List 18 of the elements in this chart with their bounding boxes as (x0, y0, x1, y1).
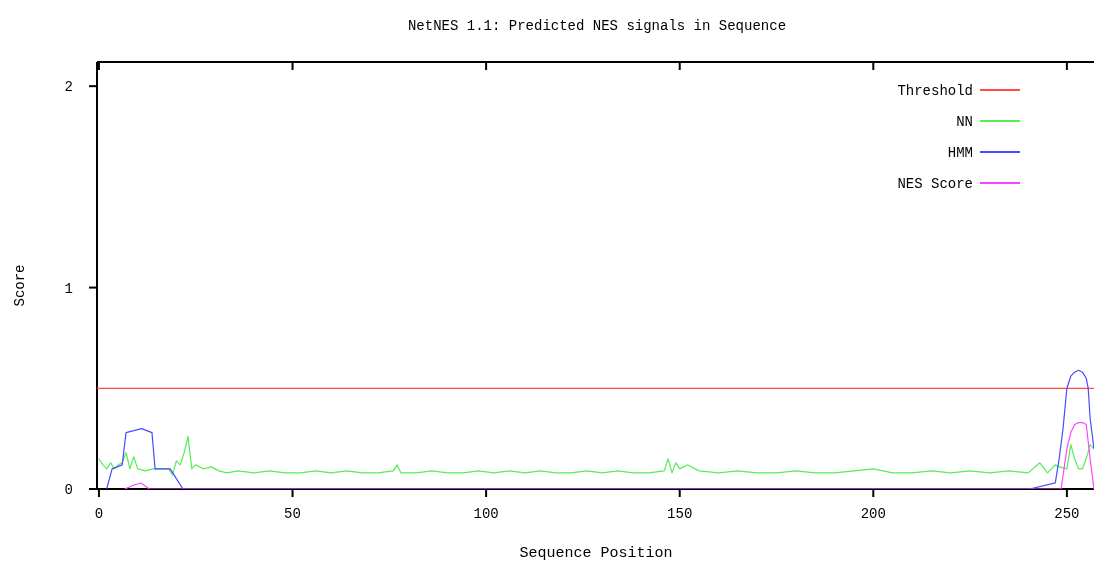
legend-label: NN (956, 114, 973, 130)
legend-label: Threshold (897, 83, 973, 99)
x-tick-label: 150 (667, 506, 693, 522)
y-axis-title: Score (12, 264, 28, 307)
line-series (98, 436, 1094, 476)
legend-label: HMM (947, 145, 973, 161)
x-tick-label: 50 (284, 506, 301, 522)
x-tick-label: 0 (94, 506, 104, 522)
x-axis-title: Sequence Position (519, 545, 673, 561)
chart-title: NetNES 1.1: Predicted NES signals in Sequence (407, 18, 787, 34)
x-tick-label: 200 (860, 506, 886, 522)
x-tick-label: 100 (473, 506, 499, 522)
legend-label: NES Score (897, 176, 973, 192)
y-tick-label: 2 (64, 79, 73, 96)
line-series (124, 421, 1094, 489)
y-tick-label: 1 (64, 280, 73, 297)
x-tick-label: 250 (1054, 506, 1080, 522)
y-tick-label: 0 (64, 482, 73, 498)
